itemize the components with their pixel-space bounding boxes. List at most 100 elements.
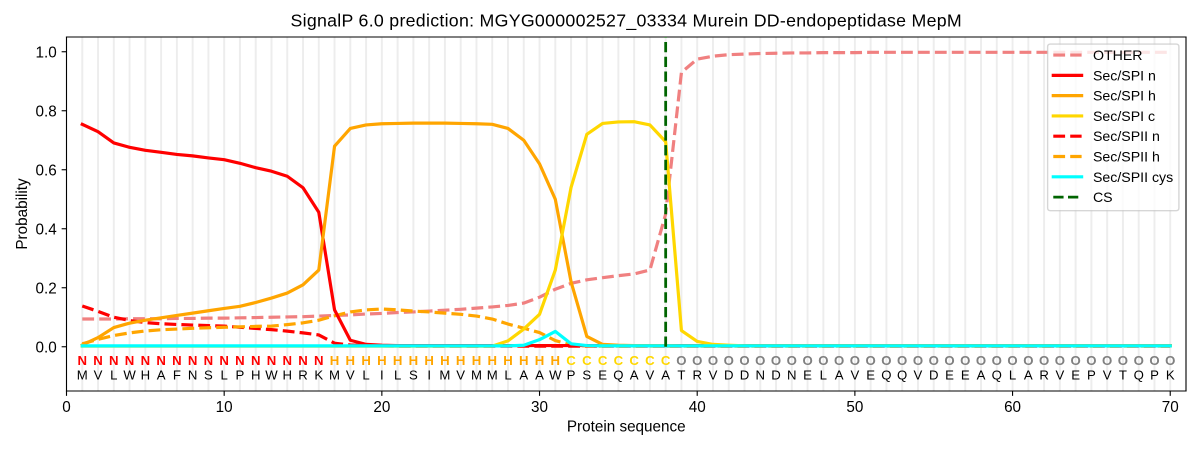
svg-text:H: H: [472, 353, 482, 368]
svg-text:A: A: [535, 368, 544, 383]
svg-text:A: A: [661, 368, 670, 383]
svg-text:C: C: [598, 353, 608, 368]
svg-text:H: H: [519, 353, 529, 368]
svg-text:I: I: [380, 368, 384, 383]
svg-text:C: C: [566, 353, 576, 368]
svg-text:H: H: [440, 353, 450, 368]
svg-text:E: E: [945, 368, 954, 383]
svg-text:O: O: [755, 353, 765, 368]
svg-text:V: V: [456, 368, 465, 383]
svg-text:K: K: [314, 368, 323, 383]
svg-text:O: O: [1149, 353, 1159, 368]
svg-text:70: 70: [1162, 399, 1179, 416]
svg-text:N: N: [235, 353, 245, 368]
svg-text:H: H: [535, 353, 545, 368]
svg-text:40: 40: [689, 399, 706, 416]
svg-text:L: L: [504, 368, 511, 383]
svg-text:N: N: [756, 368, 766, 383]
svg-text:Sec/SPII cys: Sec/SPII cys: [1093, 170, 1173, 186]
svg-text:0.0: 0.0: [36, 339, 57, 356]
svg-text:CS: CS: [1093, 190, 1113, 206]
svg-text:O: O: [818, 353, 828, 368]
svg-text:H: H: [424, 353, 434, 368]
svg-text:O: O: [866, 353, 876, 368]
svg-text:K: K: [1166, 368, 1175, 383]
svg-text:Sec/SPI c: Sec/SPI c: [1093, 109, 1155, 125]
svg-text:O: O: [960, 353, 970, 368]
svg-text:M: M: [329, 368, 340, 383]
svg-text:N: N: [188, 353, 198, 368]
svg-text:SignalP 6.0 prediction: MGYG00: SignalP 6.0 prediction: MGYG000002527_03…: [290, 11, 962, 32]
svg-text:M: M: [77, 368, 88, 383]
svg-text:D: D: [929, 368, 939, 383]
svg-text:O: O: [834, 353, 844, 368]
svg-text:D: D: [771, 368, 781, 383]
svg-text:T: T: [1119, 368, 1127, 383]
svg-text:H: H: [361, 353, 371, 368]
svg-text:O: O: [1007, 353, 1017, 368]
svg-text:W: W: [265, 368, 278, 383]
svg-text:A: A: [835, 368, 844, 383]
svg-text:I: I: [427, 368, 431, 383]
svg-text:H: H: [393, 353, 403, 368]
svg-text:E: E: [866, 368, 875, 383]
svg-text:OTHER: OTHER: [1093, 48, 1143, 64]
svg-text:V: V: [850, 368, 859, 383]
svg-text:M: M: [471, 368, 482, 383]
svg-text:A: A: [1024, 368, 1033, 383]
svg-text:H: H: [282, 368, 292, 383]
svg-text:N: N: [125, 353, 135, 368]
svg-text:H: H: [551, 353, 561, 368]
svg-text:Probability: Probability: [14, 178, 31, 250]
svg-text:O: O: [1134, 353, 1144, 368]
svg-text:60: 60: [1004, 399, 1021, 416]
svg-text:N: N: [251, 353, 261, 368]
svg-text:O: O: [929, 353, 939, 368]
svg-text:C: C: [582, 353, 592, 368]
svg-text:L: L: [362, 368, 369, 383]
svg-text:A: A: [157, 368, 166, 383]
svg-text:P: P: [1150, 368, 1159, 383]
svg-text:T: T: [677, 368, 685, 383]
svg-text:D: D: [740, 368, 750, 383]
svg-text:V: V: [914, 368, 923, 383]
svg-text:O: O: [897, 353, 907, 368]
svg-text:M: M: [439, 368, 450, 383]
svg-text:O: O: [881, 353, 891, 368]
svg-text:N: N: [267, 353, 277, 368]
svg-text:O: O: [913, 353, 923, 368]
svg-text:H: H: [141, 368, 151, 383]
svg-text:O: O: [1118, 353, 1128, 368]
svg-text:H: H: [330, 353, 340, 368]
svg-text:P: P: [567, 368, 576, 383]
svg-text:E: E: [598, 368, 607, 383]
svg-text:H: H: [377, 353, 387, 368]
svg-text:O: O: [692, 353, 702, 368]
svg-text:1.0: 1.0: [36, 44, 57, 61]
svg-text:O: O: [1039, 353, 1049, 368]
svg-text:N: N: [188, 368, 198, 383]
svg-text:0.6: 0.6: [36, 162, 57, 179]
svg-text:O: O: [1086, 353, 1096, 368]
svg-text:Q: Q: [881, 368, 891, 383]
svg-text:L: L: [1009, 368, 1016, 383]
svg-text:Protein sequence: Protein sequence: [567, 419, 686, 436]
svg-text:O: O: [850, 353, 860, 368]
svg-text:N: N: [314, 353, 324, 368]
svg-text:E: E: [803, 368, 812, 383]
svg-text:S: S: [409, 368, 418, 383]
svg-text:O: O: [992, 353, 1002, 368]
svg-text:O: O: [787, 353, 797, 368]
svg-text:W: W: [123, 368, 136, 383]
svg-text:H: H: [251, 368, 261, 383]
svg-text:N: N: [172, 353, 182, 368]
svg-text:30: 30: [531, 399, 548, 416]
svg-text:N: N: [109, 353, 119, 368]
svg-text:Sec/SPI h: Sec/SPI h: [1093, 89, 1156, 105]
svg-text:0: 0: [62, 399, 71, 416]
svg-text:V: V: [346, 368, 355, 383]
svg-text:L: L: [221, 368, 228, 383]
svg-text:R: R: [692, 368, 702, 383]
svg-text:N: N: [141, 353, 151, 368]
svg-text:A: A: [977, 368, 986, 383]
